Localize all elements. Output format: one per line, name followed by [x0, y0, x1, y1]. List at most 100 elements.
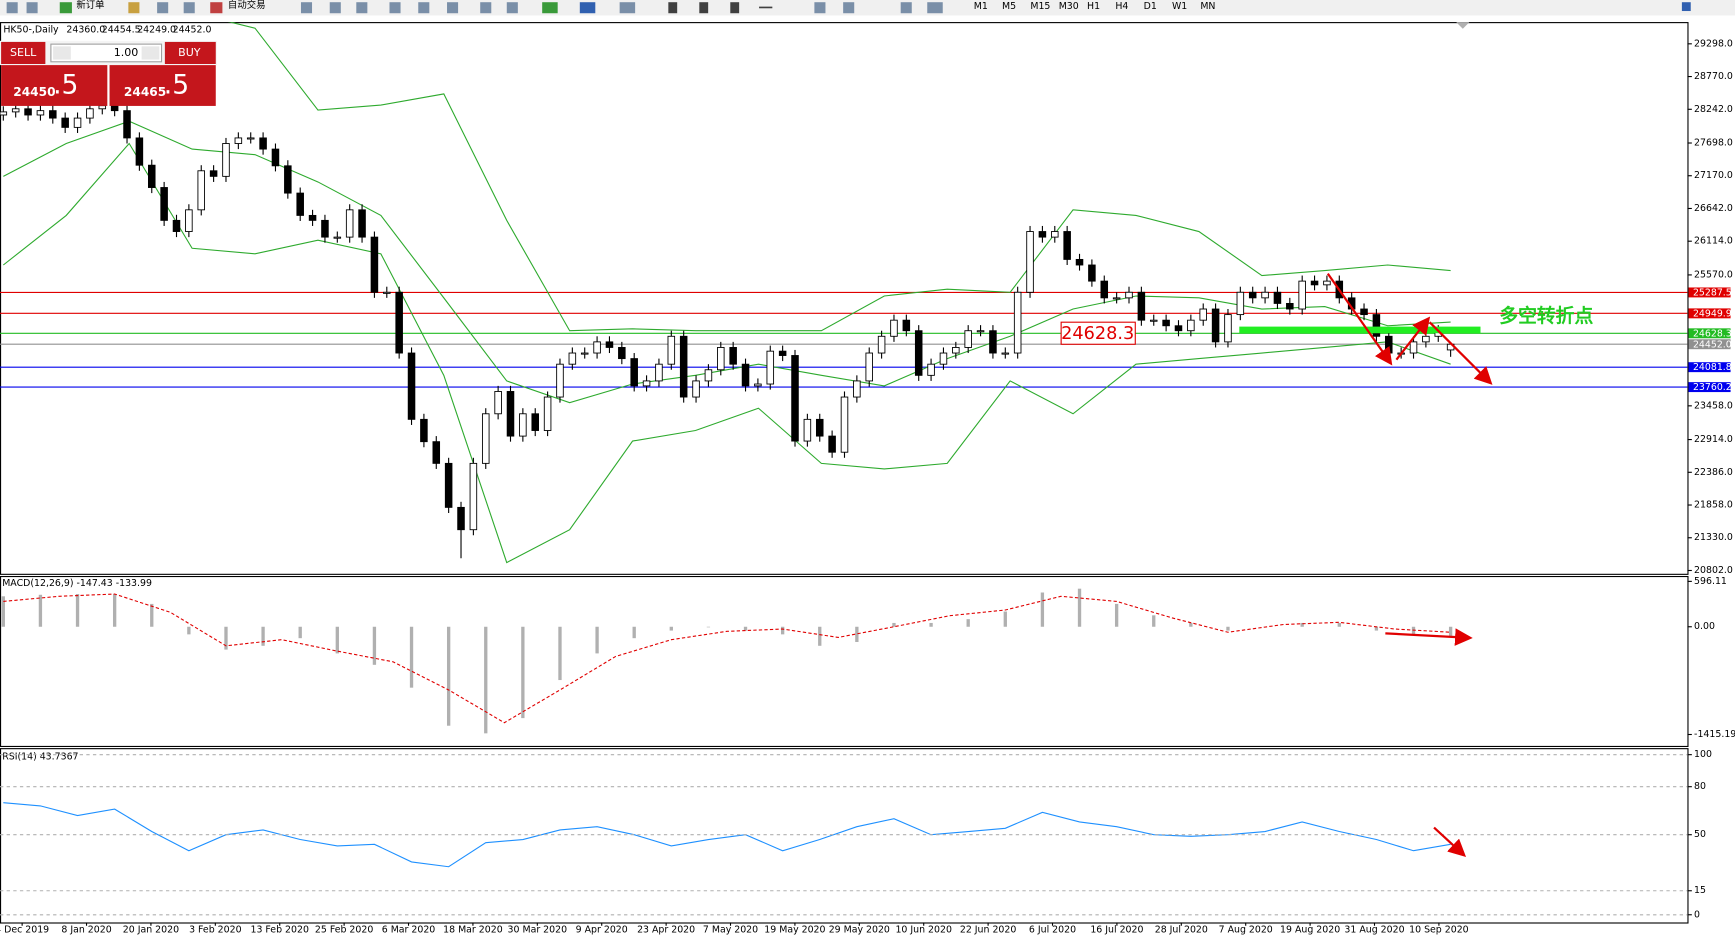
icon[interactable] — [843, 2, 855, 14]
x-tick-label: 29 May 2020 — [829, 925, 890, 936]
candle-body — [1174, 325, 1183, 332]
icon[interactable] — [183, 2, 195, 14]
candle-body — [185, 209, 193, 232]
bid-pips[interactable]: .5 — [53, 70, 78, 101]
macd-bar — [1077, 588, 1082, 627]
timeframe-button[interactable]: MN — [1200, 1, 1215, 12]
macd-bar — [446, 626, 451, 726]
lots-value[interactable]: 1.00 — [114, 46, 139, 59]
arrow — [1428, 321, 1493, 385]
icon[interactable] — [506, 2, 518, 14]
y-tick-label: 50 — [1694, 829, 1706, 840]
icon[interactable] — [157, 2, 169, 14]
turning-point-label: 多空转折点 — [1499, 304, 1593, 327]
candle-body — [1051, 231, 1059, 238]
lots-down[interactable] — [53, 46, 71, 60]
macd-bar — [112, 594, 117, 627]
lots-up[interactable] — [141, 46, 160, 60]
icon[interactable] — [418, 2, 430, 14]
candle-body — [778, 350, 787, 356]
candle-body — [469, 462, 478, 531]
rsi-title: RSI(14) 43.7367 — [2, 751, 78, 762]
timeframe-button[interactable]: M30 — [1059, 1, 1079, 12]
icon[interactable] — [329, 2, 341, 14]
icon[interactable] — [579, 2, 596, 14]
icon[interactable] — [759, 6, 773, 9]
candle-body — [494, 391, 502, 415]
sell-button[interactable] — [1, 41, 46, 64]
arrow — [1326, 273, 1393, 366]
timeframe-button[interactable]: M5 — [1002, 1, 1016, 12]
icon[interactable] — [128, 2, 140, 14]
candle-body — [407, 352, 416, 420]
last-bar-value: 24454.5 — [102, 24, 141, 35]
icon[interactable] — [900, 2, 912, 14]
timeframe-button[interactable]: M1 — [974, 1, 988, 12]
x-tick-label: 31 Aug 2020 — [1344, 925, 1404, 936]
candle-body — [1125, 291, 1133, 299]
ask-price[interactable]: 24465 — [124, 85, 166, 99]
candle-body — [284, 165, 292, 194]
buy-label[interactable]: BUY — [178, 46, 201, 59]
ask-pips[interactable]: .5 — [164, 70, 189, 101]
macd-bar — [187, 626, 191, 635]
level-note: 24628.3 — [1061, 324, 1134, 344]
icon[interactable] — [26, 2, 38, 14]
sell-label[interactable]: SELL — [10, 46, 37, 59]
icon[interactable] — [699, 2, 709, 14]
candle-body — [1038, 231, 1047, 238]
bid-box[interactable] — [1, 65, 108, 106]
timeframe-button[interactable]: M15 — [1030, 1, 1050, 12]
icon[interactable] — [814, 2, 826, 14]
arrow — [1433, 826, 1467, 858]
chart-window — [0, 15, 1735, 939]
new-order-button[interactable]: 新订单 — [76, 0, 104, 11]
icon[interactable] — [480, 2, 492, 14]
icon[interactable] — [389, 2, 401, 14]
macd-signal — [3, 593, 1451, 724]
candle-body — [580, 352, 589, 355]
candle-body — [172, 219, 181, 232]
x-tick-label: 3 Feb 2020 — [189, 925, 241, 936]
auto-trading-button[interactable]: 自动交易 — [228, 0, 266, 11]
y-tick-label: 596.11 — [1694, 576, 1727, 587]
icon[interactable] — [668, 2, 678, 14]
candle-body — [655, 363, 663, 382]
candle-body — [160, 187, 168, 221]
arrow — [1385, 628, 1473, 646]
candle-body — [1199, 308, 1207, 321]
ask-box[interactable] — [109, 65, 216, 106]
candle-body — [209, 170, 218, 177]
toolbar — [0, 0, 1735, 16]
icon[interactable] — [927, 2, 943, 14]
icon[interactable] — [1681, 2, 1691, 12]
macd-bar — [224, 626, 228, 650]
icon-new-order[interactable] — [59, 2, 72, 14]
candle-body — [1409, 341, 1418, 354]
lots-input[interactable] — [50, 43, 163, 63]
timeframe-button[interactable]: D1 — [1144, 1, 1157, 12]
y-tick-label: 26114.0 — [1694, 236, 1733, 247]
candle-body — [457, 506, 465, 531]
icon[interactable] — [542, 2, 558, 14]
timeframe-button[interactable]: W1 — [1172, 1, 1187, 12]
icon[interactable] — [619, 2, 636, 14]
icon[interactable] — [6, 2, 18, 14]
candle-body — [877, 335, 886, 354]
timeframe-button[interactable]: H1 — [1087, 1, 1100, 12]
arrow — [1395, 316, 1431, 361]
icon-auto-trading[interactable] — [210, 2, 223, 14]
candle-body — [1372, 314, 1381, 337]
icon[interactable] — [356, 2, 368, 14]
level-label-box — [1688, 362, 1731, 373]
timeframe-button[interactable]: H4 — [1115, 1, 1128, 12]
icon[interactable] — [730, 2, 740, 14]
buy-button[interactable] — [164, 41, 216, 64]
macd-bar — [1448, 626, 1453, 637]
x-tick-label: 10 Sep 2020 — [1409, 925, 1469, 936]
icon[interactable] — [447, 2, 459, 14]
bid-price[interactable]: 24450 — [13, 85, 55, 99]
icon[interactable] — [300, 2, 313, 14]
candle-body — [1013, 291, 1022, 354]
